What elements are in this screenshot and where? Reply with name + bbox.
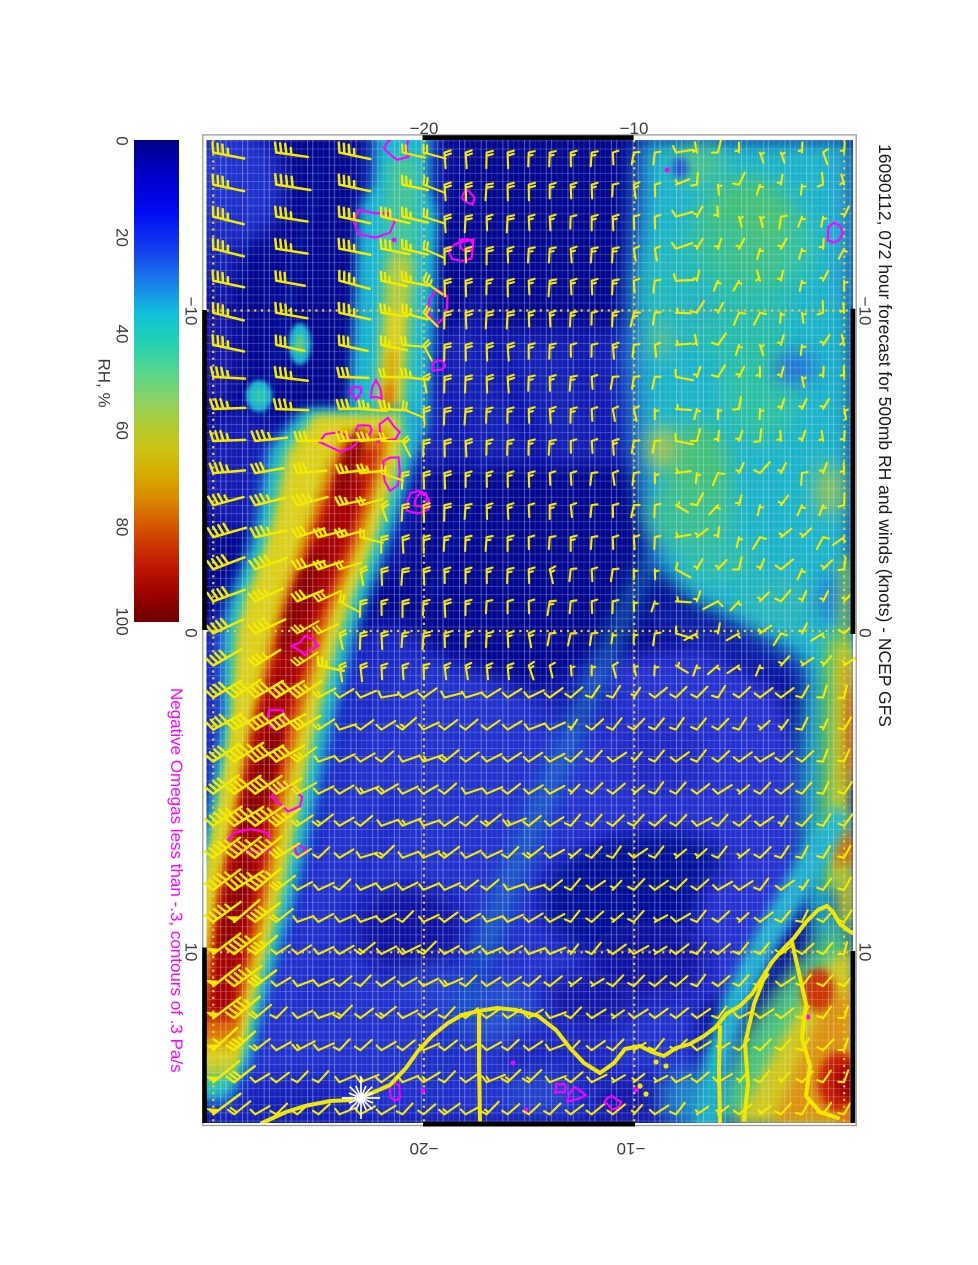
svg-text:−10: −10 bbox=[182, 297, 201, 326]
svg-text:0: 0 bbox=[856, 628, 875, 637]
svg-text:Negative Omegas less than -.3,: Negative Omegas less than -.3, contours … bbox=[167, 688, 186, 1073]
svg-text:60: 60 bbox=[113, 421, 132, 440]
svg-text:20: 20 bbox=[113, 228, 132, 247]
svg-text:16090112, 072 hour forecast fo: 16090112, 072 hour forecast for 500mb RH… bbox=[875, 144, 895, 727]
svg-text:80: 80 bbox=[113, 518, 132, 537]
svg-text:0: 0 bbox=[113, 136, 132, 145]
svg-text:10: 10 bbox=[856, 943, 875, 962]
svg-text:RH, %: RH, % bbox=[95, 358, 114, 407]
svg-text:−10: −10 bbox=[617, 1139, 646, 1158]
svg-text:100: 100 bbox=[113, 607, 132, 635]
svg-text:10: 10 bbox=[182, 943, 201, 962]
svg-text:40: 40 bbox=[113, 325, 132, 344]
svg-text:0: 0 bbox=[182, 628, 201, 637]
svg-text:−10: −10 bbox=[856, 297, 875, 326]
svg-text:−10: −10 bbox=[620, 119, 649, 138]
svg-text:−20: −20 bbox=[410, 1139, 439, 1158]
svg-text:−20: −20 bbox=[410, 119, 439, 138]
